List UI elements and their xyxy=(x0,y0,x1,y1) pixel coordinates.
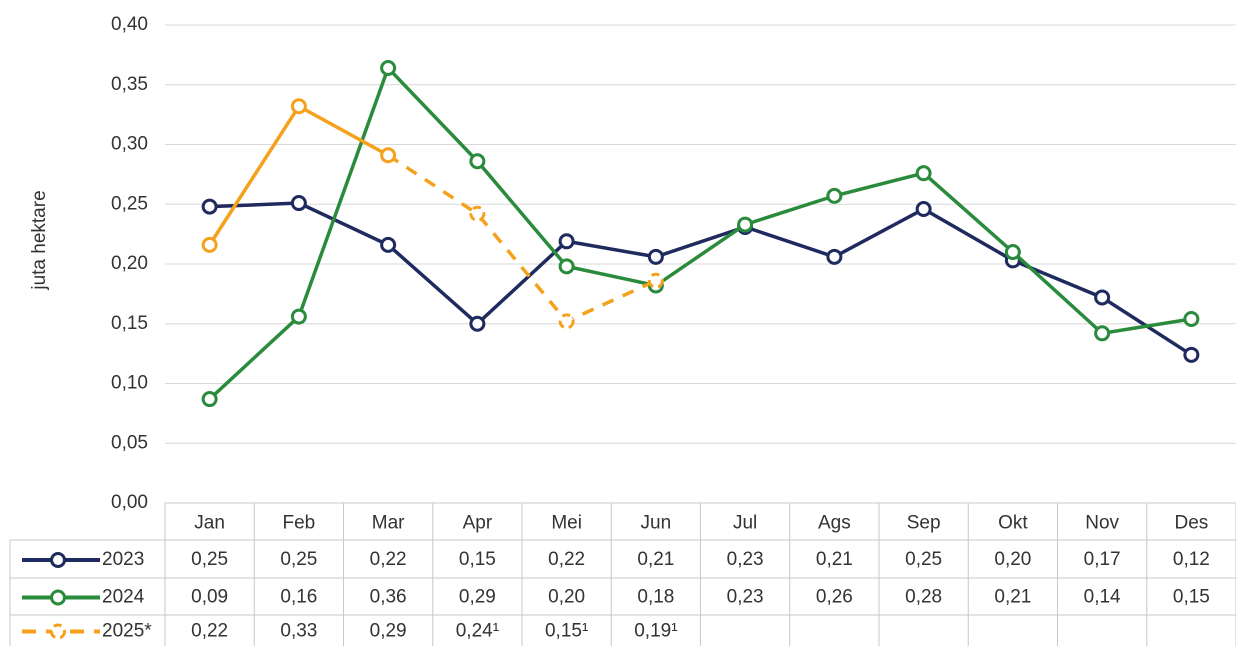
table-value: 0,23 xyxy=(727,587,764,608)
x-tick-label: Jan xyxy=(194,513,225,534)
table-value: 0,22 xyxy=(370,549,407,570)
table-value: 0,33 xyxy=(280,621,317,642)
table-value: 0,21 xyxy=(816,549,853,570)
table-value: 0,15 xyxy=(459,549,496,570)
table-value: 0,36 xyxy=(370,587,407,608)
marker xyxy=(469,315,486,332)
table-value: 0,25 xyxy=(191,549,228,570)
marker xyxy=(737,216,754,233)
table-value: 0,20 xyxy=(994,549,1031,570)
y-tick-label: 0,40 xyxy=(111,14,148,35)
table-value: 0,28 xyxy=(905,587,942,608)
y-tick-label: 0,15 xyxy=(111,313,148,334)
y-tick-label: 0,35 xyxy=(111,74,148,95)
marker xyxy=(558,233,575,250)
x-tick-label: Nov xyxy=(1085,513,1119,534)
marker xyxy=(1183,310,1200,327)
table-value: 0,22 xyxy=(548,549,585,570)
y-axis-label: juta hektare xyxy=(29,190,50,290)
marker xyxy=(290,98,307,115)
marker xyxy=(469,205,486,222)
x-tick-label: Feb xyxy=(283,513,316,534)
marker xyxy=(647,272,664,289)
table-value: 0,15 xyxy=(1173,587,1210,608)
table-value: 0,21 xyxy=(637,549,674,570)
marker xyxy=(1094,289,1111,306)
marker xyxy=(826,248,843,265)
marker xyxy=(201,391,218,408)
marker xyxy=(826,187,843,204)
table-value: 0,18 xyxy=(637,587,674,608)
y-tick-label: 0,20 xyxy=(111,253,148,274)
table-value: 0,23 xyxy=(727,549,764,570)
x-tick-label: Jul xyxy=(733,513,757,534)
marker xyxy=(1183,346,1200,363)
table-value: 0,20 xyxy=(548,587,585,608)
marker xyxy=(1094,325,1111,342)
legend-marker xyxy=(50,623,66,640)
table-value: 0,26 xyxy=(816,587,853,608)
marker xyxy=(915,201,932,218)
x-tick-label: Des xyxy=(1174,513,1208,534)
marker xyxy=(380,147,397,164)
table-value: 0,25 xyxy=(280,549,317,570)
x-tick-label: Sep xyxy=(907,513,941,534)
table-value: 0,25 xyxy=(905,549,942,570)
legend-marker xyxy=(50,589,66,606)
line xyxy=(387,153,657,324)
legend-label: 2023 xyxy=(102,549,144,570)
table-value: 0,15¹ xyxy=(545,621,588,642)
y-tick-label: 0,10 xyxy=(111,373,148,394)
marker xyxy=(290,195,307,212)
x-tick-label: Okt xyxy=(998,513,1028,534)
table-value: 0,14 xyxy=(1084,587,1121,608)
y-tick-label: 0,05 xyxy=(111,432,148,453)
table-value: 0,29 xyxy=(370,621,407,642)
marker xyxy=(380,236,397,253)
table-value: 0,19¹ xyxy=(634,621,677,642)
x-tick-label: Apr xyxy=(463,513,493,534)
marker xyxy=(290,308,307,325)
x-tick-label: Ags xyxy=(818,513,851,534)
marker xyxy=(558,313,575,330)
line xyxy=(208,103,389,246)
marker xyxy=(201,236,218,253)
marker xyxy=(647,248,664,265)
table-value: 0,16 xyxy=(280,587,317,608)
marker xyxy=(558,258,575,275)
table-value: 0,17 xyxy=(1084,549,1121,570)
legend-label: 2025* xyxy=(102,621,152,642)
table-value: 0,29 xyxy=(459,587,496,608)
x-tick-label: Mei xyxy=(551,513,582,534)
marker xyxy=(469,153,486,170)
table-value: 0,24¹ xyxy=(456,621,499,642)
marker xyxy=(915,165,932,182)
y-tick-label: 0,00 xyxy=(111,492,148,513)
x-tick-label: Mar xyxy=(372,513,405,534)
y-tick-label: 0,25 xyxy=(111,193,148,214)
x-tick-label: Jun xyxy=(641,513,672,534)
marker xyxy=(201,198,218,215)
table-value: 0,12 xyxy=(1173,549,1210,570)
legend-label: 2024 xyxy=(102,587,145,608)
marker xyxy=(1004,244,1021,261)
line xyxy=(208,64,1192,401)
y-tick-label: 0,30 xyxy=(111,134,148,155)
table-value: 0,09 xyxy=(191,587,228,608)
legend-marker xyxy=(50,552,66,568)
marker xyxy=(380,60,397,77)
table-value: 0,22 xyxy=(191,621,228,642)
table-value: 0,21 xyxy=(994,587,1031,608)
